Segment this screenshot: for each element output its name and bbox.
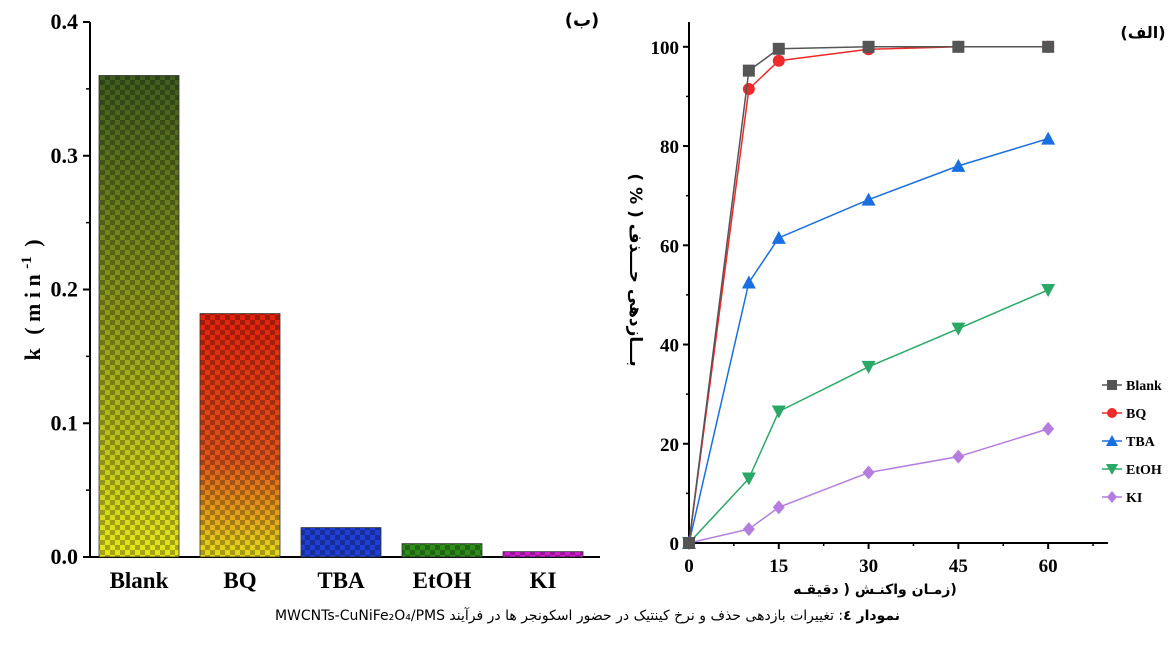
series-point-blank: [862, 40, 875, 53]
bar-pattern-blank: [98, 75, 180, 558]
bar-x-tick-label: EtOH: [413, 568, 472, 593]
legend-label-bq: BQ: [1126, 407, 1146, 422]
series-point-ki: [742, 522, 755, 537]
bar-y-tick-label: 0.1: [51, 410, 79, 435]
series-point-ki: [862, 465, 875, 480]
line-y-tick-label: 100: [651, 38, 680, 59]
caption-label: نمودار ٤: [843, 608, 901, 624]
bar-panel-label: (ب): [565, 10, 600, 31]
line-x-tick-label: 0: [684, 556, 694, 577]
bar-y-ticks: 0.0 0.1 0.2 0.3 0.4: [51, 9, 90, 569]
line-y-tick-label: 60: [660, 236, 679, 257]
series-point-ki: [772, 500, 785, 515]
bar-ylabel-sup: -1: [19, 256, 35, 269]
bar-ylabel-close: ): [20, 239, 45, 246]
legend-label-etoh: EtOH: [1126, 463, 1162, 478]
legend-label-ki: KI: [1126, 491, 1142, 506]
line-x-tick-label: 45: [949, 556, 968, 577]
legend-marker-etoh: [1106, 464, 1118, 475]
bar-x-tick-labels: Blank BQ TBA EtOH KI: [110, 568, 557, 593]
bar-x-tick-label: BQ: [223, 568, 256, 593]
bar-pattern-bq: [199, 313, 281, 558]
legend-label-blank: Blank: [1126, 379, 1162, 394]
line-y-ticks: 0 20 40 60 80 100: [651, 38, 689, 555]
bar-chart-panel: 0.0 0.1 0.2 0.3 0.4 Blank BQ TBA EtOH KI (ب) k (…: [11, 9, 600, 593]
caption-text: : تغییرات بازدهی حذف و نرخ کینتیک در حضو…: [274, 608, 844, 624]
line-y-tick-label: 0: [670, 534, 680, 555]
bar-pattern-ki: [502, 551, 584, 558]
series-point-tba: [771, 230, 786, 244]
series-line-etoh: [688, 289, 1049, 544]
series-point-blank: [1042, 40, 1055, 53]
series-point-blank: [683, 537, 695, 549]
line-y-tick-label: 80: [660, 137, 679, 158]
bar-ylabel-k: k: [20, 348, 45, 361]
bar-y-tick-label: 0.2: [51, 277, 79, 302]
line-y-axis-title: بـــازدهی حـــذف ( % ): [625, 173, 645, 366]
line-x-axis-title: (زمـان واکنـش ( دقیقـه: [793, 582, 957, 598]
bar-pattern-tba: [300, 527, 382, 558]
series-point-tba: [951, 158, 966, 172]
series-point-etoh: [741, 472, 756, 486]
bar-bars: [98, 75, 584, 558]
series-line-ki: [688, 428, 1049, 544]
series-point-etoh: [771, 405, 786, 419]
series-point-ki: [952, 449, 965, 464]
legend-marker-tba: [1106, 435, 1118, 446]
series-point-blank: [742, 64, 755, 77]
series-point-bq: [772, 54, 785, 67]
line-y-tick-label: 20: [660, 435, 679, 456]
bar-y-tick-label: 0.3: [51, 143, 79, 168]
line-legend: Blank BQ TBA EtOH KI: [1102, 379, 1162, 506]
series-point-blank: [952, 40, 965, 53]
series-point-tba: [741, 275, 756, 289]
bar-pattern-etoh: [401, 543, 483, 558]
line-x-tick-label: 60: [1039, 556, 1058, 577]
bar-x-tick-label: KI: [530, 568, 557, 593]
bar-y-tick-label: 0.0: [51, 544, 79, 569]
line-y-tick-label: 40: [660, 336, 679, 357]
bar-y-tick-label: 0.4: [51, 9, 79, 34]
bar-x-tick-label: Blank: [110, 568, 169, 593]
figure: 0.0 0.1 0.2 0.3 0.4 Blank BQ TBA EtOH KI (ب) k (…: [11, 9, 1166, 598]
line-x-ticks: 0 15 30 45 60: [684, 543, 1094, 577]
figure-caption: نمودار ٤: تغییرات بازدهی حذف و نرخ کینتی…: [0, 606, 1175, 646]
legend-label-tba: TBA: [1126, 435, 1156, 450]
series-point-ki: [1042, 421, 1055, 436]
series-point-tba: [861, 192, 876, 206]
bar-y-axis-title: k ( m i n -1 ): [11, 239, 45, 360]
series-line-blank: [688, 46, 1049, 544]
legend-marker-bq: [1107, 408, 1117, 418]
series-point-tba: [1041, 131, 1056, 145]
series-point-bq: [742, 82, 755, 95]
line-panel-label: (الف): [1120, 23, 1165, 42]
svg-text:k ( m i n -1: k ( m i n -1 ): [11, 239, 45, 360]
legend-marker-ki: [1107, 491, 1117, 503]
legend-marker-blank: [1107, 380, 1117, 390]
series-point-etoh: [1041, 283, 1056, 297]
line-x-tick-label: 15: [769, 556, 788, 577]
bar-ylabel-unit: ( m i n: [20, 274, 45, 335]
series-point-blank: [772, 42, 785, 55]
line-series-group: [682, 40, 1056, 550]
series-line-tba: [688, 137, 1049, 544]
line-x-tick-label: 30: [859, 556, 878, 577]
series-point-etoh: [951, 322, 966, 336]
bar-x-tick-label: TBA: [317, 568, 365, 593]
series-point-etoh: [861, 360, 876, 374]
